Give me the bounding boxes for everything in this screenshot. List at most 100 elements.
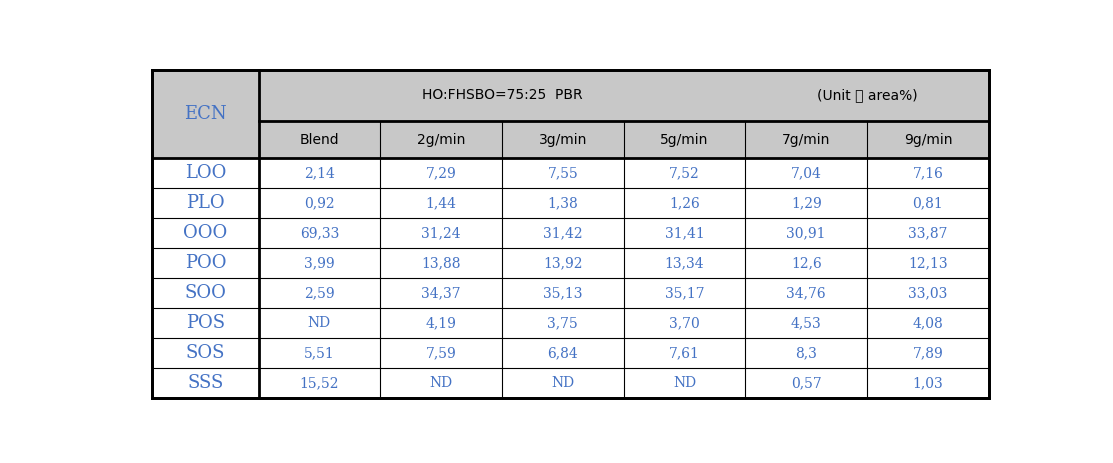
Text: 12,13: 12,13 bbox=[908, 256, 948, 270]
Bar bbox=[258, 70, 988, 121]
Bar bbox=[623, 121, 746, 158]
Bar bbox=[746, 188, 867, 218]
Bar bbox=[258, 121, 381, 158]
Bar bbox=[381, 368, 502, 398]
Bar bbox=[867, 278, 988, 308]
Text: 7,61: 7,61 bbox=[669, 346, 700, 360]
Text: 7,89: 7,89 bbox=[913, 346, 944, 360]
Bar bbox=[502, 308, 623, 338]
Text: 7g/min: 7g/min bbox=[782, 132, 830, 146]
Bar bbox=[152, 70, 258, 158]
Bar bbox=[381, 308, 502, 338]
Text: 12,6: 12,6 bbox=[791, 256, 821, 270]
Text: ND: ND bbox=[308, 316, 331, 330]
Bar bbox=[258, 278, 381, 308]
Bar bbox=[152, 218, 258, 248]
Text: LOO: LOO bbox=[185, 164, 226, 182]
Bar bbox=[152, 158, 258, 188]
Text: 34,37: 34,37 bbox=[422, 286, 461, 300]
Text: 3g/min: 3g/min bbox=[539, 132, 587, 146]
Bar bbox=[258, 308, 381, 338]
Bar bbox=[502, 121, 623, 158]
Text: 31,41: 31,41 bbox=[664, 226, 705, 240]
Bar bbox=[867, 368, 988, 398]
Text: 0,57: 0,57 bbox=[791, 376, 821, 390]
Text: 3,99: 3,99 bbox=[304, 256, 335, 270]
Text: 30,91: 30,91 bbox=[787, 226, 826, 240]
Bar bbox=[502, 158, 623, 188]
Bar bbox=[623, 308, 746, 338]
Bar bbox=[623, 278, 746, 308]
Text: 1,03: 1,03 bbox=[913, 376, 944, 390]
Text: 3,70: 3,70 bbox=[669, 316, 700, 330]
Text: (Unit ： area%): (Unit ： area%) bbox=[817, 88, 917, 102]
Text: 13,92: 13,92 bbox=[543, 256, 582, 270]
Text: 1,29: 1,29 bbox=[791, 196, 821, 210]
Bar bbox=[152, 368, 258, 398]
Text: 2g/min: 2g/min bbox=[417, 132, 465, 146]
Text: 34,76: 34,76 bbox=[787, 286, 826, 300]
Text: 7,59: 7,59 bbox=[426, 346, 456, 360]
Bar bbox=[381, 158, 502, 188]
Bar bbox=[623, 248, 746, 278]
Bar bbox=[867, 121, 988, 158]
Text: 2,14: 2,14 bbox=[304, 166, 335, 181]
Bar bbox=[258, 368, 381, 398]
Text: 8,3: 8,3 bbox=[796, 346, 817, 360]
Bar bbox=[746, 278, 867, 308]
Text: 1,26: 1,26 bbox=[669, 196, 700, 210]
Text: ND: ND bbox=[673, 376, 696, 390]
Bar bbox=[746, 338, 867, 368]
Bar bbox=[502, 218, 623, 248]
Bar bbox=[746, 158, 867, 188]
Bar bbox=[152, 188, 258, 218]
Text: 4,53: 4,53 bbox=[791, 316, 821, 330]
Bar bbox=[381, 278, 502, 308]
Text: 3,75: 3,75 bbox=[548, 316, 578, 330]
Text: 35,13: 35,13 bbox=[543, 286, 582, 300]
Bar bbox=[152, 248, 258, 278]
Bar bbox=[152, 278, 258, 308]
Bar bbox=[623, 188, 746, 218]
Bar bbox=[152, 338, 258, 368]
Text: 4,08: 4,08 bbox=[913, 316, 944, 330]
Bar bbox=[258, 218, 381, 248]
Text: OOO: OOO bbox=[184, 224, 227, 242]
Bar bbox=[502, 338, 623, 368]
Bar bbox=[258, 248, 381, 278]
Text: 69,33: 69,33 bbox=[299, 226, 339, 240]
Text: HO:FHSBO=75:25  PBR: HO:FHSBO=75:25 PBR bbox=[422, 88, 582, 102]
Text: POS: POS bbox=[186, 314, 225, 332]
Bar bbox=[867, 158, 988, 188]
Text: 1,38: 1,38 bbox=[548, 196, 578, 210]
Text: 33,03: 33,03 bbox=[908, 286, 947, 300]
Bar bbox=[867, 338, 988, 368]
Text: ND: ND bbox=[430, 376, 453, 390]
Bar bbox=[502, 188, 623, 218]
Text: 33,87: 33,87 bbox=[908, 226, 947, 240]
Bar bbox=[502, 368, 623, 398]
Bar bbox=[258, 338, 381, 368]
Text: 7,52: 7,52 bbox=[669, 166, 700, 181]
Text: 9g/min: 9g/min bbox=[904, 132, 952, 146]
Text: 0,92: 0,92 bbox=[304, 196, 335, 210]
Bar bbox=[381, 188, 502, 218]
Bar bbox=[623, 158, 746, 188]
Bar bbox=[746, 248, 867, 278]
Text: SOO: SOO bbox=[185, 284, 226, 302]
Text: 6,84: 6,84 bbox=[548, 346, 578, 360]
Bar bbox=[746, 308, 867, 338]
Text: 31,42: 31,42 bbox=[543, 226, 582, 240]
Bar bbox=[623, 338, 746, 368]
Bar bbox=[502, 278, 623, 308]
Text: 35,17: 35,17 bbox=[664, 286, 705, 300]
Text: 7,04: 7,04 bbox=[790, 166, 821, 181]
Text: 5,51: 5,51 bbox=[304, 346, 335, 360]
Bar bbox=[381, 218, 502, 248]
Bar bbox=[746, 368, 867, 398]
Bar bbox=[746, 218, 867, 248]
Bar bbox=[381, 121, 502, 158]
Bar bbox=[258, 158, 381, 188]
Bar bbox=[623, 218, 746, 248]
Text: SSS: SSS bbox=[187, 374, 224, 392]
